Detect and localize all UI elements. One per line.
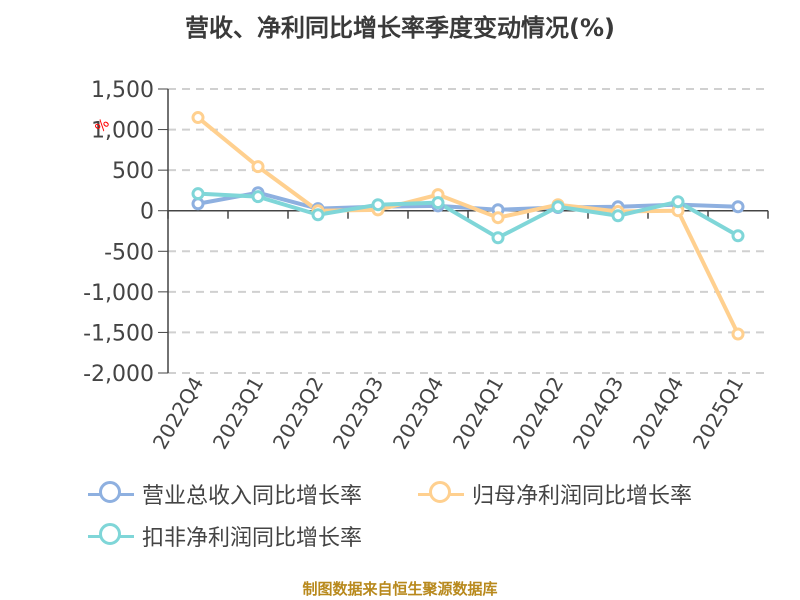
legend-label: 营业总收入同比增长率	[142, 484, 363, 509]
data-point[interactable]	[191, 111, 205, 125]
x-tick-label: 2024Q1	[448, 373, 508, 454]
data-point[interactable]	[191, 197, 205, 211]
x-tick-label: 2023Q2	[268, 373, 328, 454]
legend-item-deducted-profit[interactable]: 扣非净利润同比增长率	[88, 518, 362, 554]
data-point[interactable]	[731, 229, 745, 243]
data-point[interactable]	[671, 195, 685, 209]
data-point[interactable]	[491, 211, 505, 225]
chart-title: 营收、净利同比增长率季度变动情况(%)	[185, 14, 615, 42]
data-point[interactable]	[191, 187, 205, 201]
legend-marker-icon	[88, 479, 134, 509]
data-point[interactable]	[311, 208, 325, 222]
data-point[interactable]	[491, 231, 505, 245]
x-tick-label: 2024Q4	[628, 373, 688, 454]
y-axis-ticks: 1,500 1,000 500 0 -500 -1,000 -1,500 -2,000	[83, 78, 168, 387]
y-tick-label: 1,500	[91, 78, 154, 103]
x-tick-label: 2023Q4	[388, 373, 448, 454]
legend-label: 归母净利润同比增长率	[472, 484, 693, 509]
data-point[interactable]	[251, 160, 265, 174]
y-tick-label: 500	[112, 159, 154, 184]
data-point[interactable]	[731, 327, 745, 341]
y-tick-label: -1,500	[83, 321, 154, 346]
x-tick-label: 2023Q1	[208, 373, 268, 454]
y-tick-label: 0	[140, 200, 154, 225]
legend-item-revenue[interactable]: 营业总收入同比增长率	[88, 476, 362, 512]
x-tick-label: 2024Q2	[508, 373, 568, 454]
data-point[interactable]	[371, 198, 385, 212]
source-footer: 制图数据来自恒生聚源数据库	[302, 580, 498, 598]
y-tick-label: 1,000	[91, 119, 154, 144]
data-point[interactable]	[731, 200, 745, 214]
y-tick-label: -500	[104, 240, 154, 265]
series-line	[197, 191, 739, 240]
x-tick-label: 2024Q3	[568, 373, 628, 454]
y-tick-label: -2,000	[83, 362, 154, 387]
gridlines	[168, 88, 768, 374]
x-tick-label: 2023Q3	[328, 373, 388, 454]
series-line	[196, 116, 740, 335]
legend-marker-icon	[88, 521, 134, 551]
legend-marker-icon	[418, 479, 464, 509]
legend-item-net-profit[interactable]: 归母净利润同比增长率	[418, 476, 692, 512]
data-point[interactable]	[431, 196, 445, 210]
data-point[interactable]	[611, 209, 625, 223]
data-point[interactable]	[251, 190, 265, 204]
series-lines	[191, 111, 745, 341]
legend-label: 扣非净利润同比增长率	[142, 526, 363, 551]
x-tick-label: 2022Q4	[148, 373, 208, 454]
axes	[167, 89, 768, 373]
x-tick-label: 2025Q1	[688, 373, 748, 454]
y-tick-label: -1,000	[83, 281, 154, 306]
data-point[interactable]	[551, 200, 565, 214]
